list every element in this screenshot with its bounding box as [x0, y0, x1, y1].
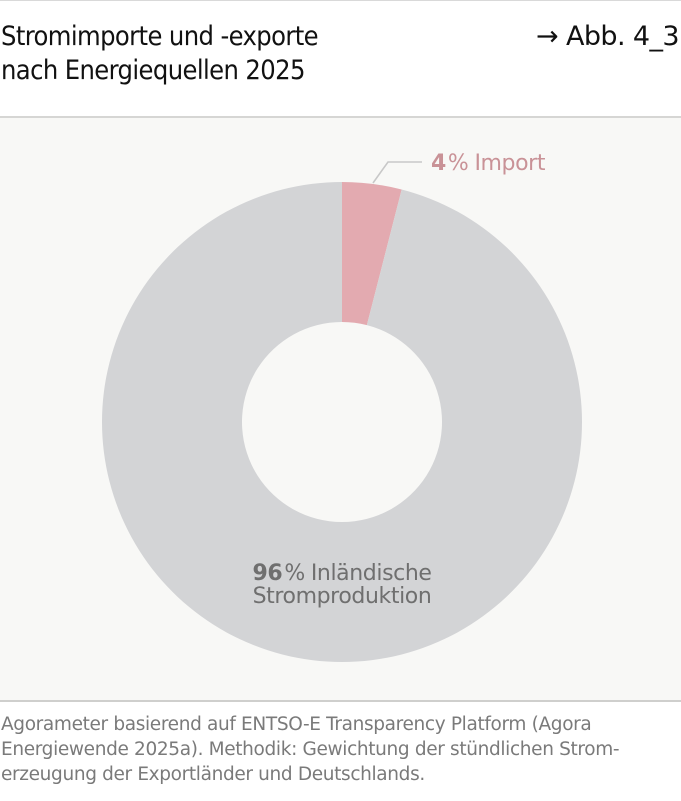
donut-slices	[101, 182, 582, 662]
source-line-1: Agorameter basierend auf ENTSO-E Transpa…	[1, 714, 592, 735]
import-label: 4% Import	[431, 151, 546, 176]
donut-chart: 4% Import 96% Inländische Stromproduktion	[101, 151, 582, 662]
source-line-3: erzeugung der Exportländer und Deutschla…	[1, 764, 425, 785]
title-line-2: nach Energiequellen 2025	[1, 55, 305, 86]
domestic-label-line-2: Stromproduktion	[253, 584, 432, 609]
donut-slice-domestic	[101, 182, 582, 662]
source-note: Agorameter basierend auf ENTSO-E Transpa…	[1, 712, 681, 787]
top-divider	[0, 0, 681, 1]
figure-reference: → Abb. 4_3	[536, 21, 680, 52]
source-line-2: Energiewende 2025a). Methodik: Gewichtun…	[1, 739, 620, 760]
import-leader-line	[372, 161, 422, 184]
donut-slice-import	[342, 182, 402, 326]
title-line-1: Stromimporte und -exporte	[1, 21, 319, 52]
chart-title: Stromimporte und -exporte nach Energiequ…	[1, 20, 471, 88]
domestic-label: 96% Inländische	[252, 561, 431, 586]
